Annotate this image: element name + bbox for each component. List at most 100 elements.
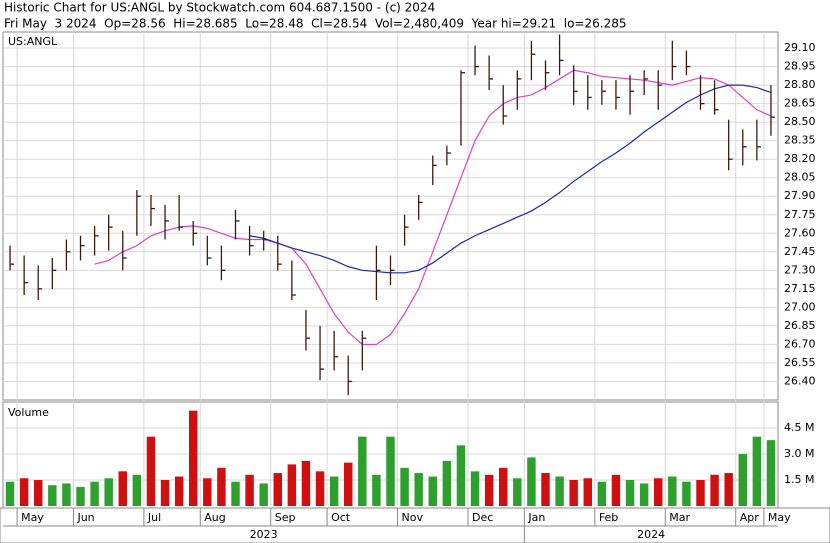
volume-bar (217, 467, 226, 506)
volume-bar (400, 467, 409, 506)
y-tick-label: 27.30 (784, 263, 816, 276)
volume-bar (470, 471, 480, 506)
volume-bar (34, 480, 43, 506)
volume-bar (625, 480, 635, 506)
volume-bar (315, 471, 325, 506)
volume-bar (104, 478, 113, 506)
volume-bar (301, 460, 311, 506)
x-tick-label: Dec (472, 511, 493, 524)
volume-bar (484, 474, 494, 506)
y-tick-label: 28.65 (784, 97, 816, 110)
y-tick-label: 3.0 M (784, 447, 814, 460)
volume-bar (668, 476, 677, 506)
symbol-label: US:ANGL (8, 35, 58, 48)
volume-bar (513, 478, 522, 506)
volume-bar (442, 460, 452, 506)
volume-bar (583, 478, 592, 506)
x-tick-label: Jun (76, 511, 94, 524)
volume-bar (48, 485, 57, 506)
volume-bar (724, 473, 733, 506)
volume-bar (386, 436, 395, 506)
volume-bar (203, 478, 212, 506)
price-panel (2, 31, 779, 401)
x-tick-label: Jul (147, 511, 161, 524)
volume-title: Volume (8, 406, 49, 419)
volume-bar (696, 480, 705, 506)
y-tick-label: 28.20 (784, 152, 816, 165)
volume-bar (752, 436, 762, 506)
volume-bar (428, 476, 437, 506)
x-tick-label: Jan (527, 511, 545, 524)
y-tick-label: 4.5 M (784, 421, 814, 434)
volume-bar (231, 481, 240, 506)
volume-bar (245, 474, 254, 506)
volume-bar (160, 480, 170, 506)
volume-bar (738, 454, 747, 506)
y-tick-label: 27.45 (784, 245, 816, 258)
volume-bar (372, 474, 381, 506)
volume-bar (639, 483, 649, 506)
y-tick-label: 28.80 (784, 78, 816, 91)
y-tick-label: 27.90 (784, 189, 816, 202)
volume-bar (682, 481, 691, 506)
y-tick-label: 1.5 M (784, 473, 814, 486)
volume-bar (555, 476, 564, 506)
year-label: 2023 (250, 528, 278, 541)
year-label: 2024 (637, 528, 665, 541)
y-tick-label: 27.75 (784, 208, 816, 221)
volume-bar (146, 436, 156, 506)
volume-bar (329, 476, 339, 506)
volume-bar (287, 464, 297, 506)
y-tick-label: 27.15 (784, 282, 816, 295)
y-tick-label: 28.35 (784, 134, 816, 147)
y-tick-label: 26.85 (784, 319, 816, 332)
y-tick-label: 27.60 (784, 226, 816, 239)
moving-average (249, 84, 772, 274)
x-tick-label: Aug (204, 511, 225, 524)
x-tick-label: Mar (669, 511, 690, 524)
y-tick-label: 28.95 (784, 60, 816, 73)
volume-bar (189, 410, 198, 506)
date-strip (0, 507, 830, 543)
volume-bar (541, 473, 550, 506)
y-tick-label: 28.50 (784, 115, 816, 128)
volume-bar (527, 457, 536, 506)
x-tick-label: Nov (402, 511, 424, 524)
x-tick-label: May (768, 511, 791, 524)
volume-bar (597, 481, 607, 506)
volume-bar (766, 440, 776, 506)
volume-bar (174, 476, 184, 506)
volume-bar (132, 474, 142, 506)
x-tick-label: Apr (740, 511, 760, 524)
volume-bar (710, 474, 719, 506)
volume-bar (118, 471, 127, 506)
y-tick-label: 29.10 (784, 41, 816, 54)
y-tick-label: 26.40 (784, 374, 816, 387)
volume-bar (499, 467, 508, 506)
chart-subtitle: Fri May 3 2024 Op=28.56 Hi=28.685 Lo=28.… (4, 17, 627, 31)
volume-bar (654, 478, 663, 506)
x-tick-label: Oct (331, 511, 351, 524)
chart-title: Historic Chart for US:ANGL by Stockwatch… (4, 1, 435, 15)
x-tick-label: May (21, 511, 44, 524)
volume-bar (611, 474, 621, 506)
volume-bar (344, 462, 353, 506)
x-tick-label: Sep (275, 511, 296, 524)
volume-bar (273, 473, 282, 506)
y-tick-label: 26.55 (784, 356, 816, 369)
volume-bar (5, 481, 15, 506)
volume-bar (19, 478, 29, 506)
volume-bar (62, 483, 71, 506)
y-tick-label: 28.05 (784, 171, 816, 184)
volume-bar (259, 483, 268, 506)
volume-bar (414, 473, 423, 506)
volume-bar (76, 486, 85, 506)
x-tick-label: Feb (599, 511, 618, 524)
volume-bar (456, 445, 466, 506)
y-tick-label: 27.00 (784, 300, 816, 313)
y-tick-label: 26.70 (784, 337, 816, 350)
volume-bar (569, 480, 578, 506)
volume-bar (358, 436, 367, 506)
volume-bar (90, 481, 99, 506)
